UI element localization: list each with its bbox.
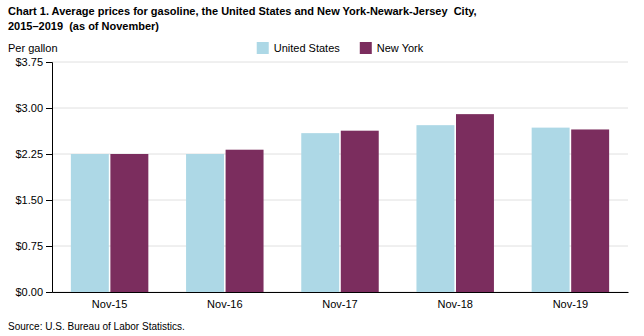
- bar: [186, 154, 224, 292]
- y-tick-mark: [46, 108, 52, 109]
- grid-line: [52, 108, 628, 109]
- bar: [341, 131, 379, 292]
- bar: [110, 154, 148, 292]
- y-axis-line: [46, 63, 53, 293]
- bar-series: [110, 114, 609, 292]
- x-tick: Nov-19: [553, 298, 588, 310]
- bar: [416, 125, 454, 292]
- y-tick-label: $1.50: [15, 194, 43, 206]
- y-tick-label: $3.00: [15, 102, 43, 114]
- grid: [52, 62, 628, 292]
- bar: [71, 154, 109, 292]
- x-tick-label: Nov-18: [437, 298, 472, 310]
- y-tick-mark: [46, 200, 52, 201]
- x-axis: Nov-15 Nov-16 Nov-17 Nov-18 Nov-19: [53, 293, 629, 310]
- bar: [571, 129, 609, 292]
- source: Source: U.S. Bureau of Labor Statistics.: [8, 321, 185, 332]
- y-tick: $3.75: [15, 56, 52, 68]
- bar-series: [71, 125, 570, 292]
- y-tick: $0.00: [15, 286, 52, 298]
- chart: Chart 1. Average prices for gasoline, th…: [0, 0, 644, 336]
- x-tick: Nov-17: [322, 298, 357, 310]
- y-axis-label: Per gallon: [8, 42, 58, 54]
- y-tick: $1.50: [15, 194, 52, 206]
- bar: [456, 114, 494, 292]
- x-axis-line: [53, 292, 629, 293]
- bar: [532, 128, 570, 292]
- legend-swatch: [360, 42, 372, 54]
- y-tick-mark: [46, 246, 52, 247]
- y-tick-mark: [46, 62, 52, 63]
- x-tick: Nov-18: [437, 298, 472, 310]
- y-tick-label: $0.00: [15, 286, 43, 298]
- bar: [226, 150, 264, 292]
- title: Chart 1. Average prices for gasoline, th…: [8, 5, 477, 17]
- y-axis: $0.00 $0.75 $1.50 $2.25 $3.00 $3.75: [15, 56, 52, 298]
- y-tick-label: $0.75: [15, 240, 43, 252]
- y-tick-mark: [46, 154, 52, 155]
- x-tick-label: Nov-17: [322, 298, 357, 310]
- plot: $0.00$0.75$1.50$2.25$3.00$3.75Nov-15Nov-…: [15, 56, 628, 310]
- x-tick-label: Nov-15: [92, 298, 127, 310]
- y-tick: $3.00: [15, 102, 52, 114]
- legend-label: United States: [274, 42, 341, 54]
- legend-item: New York: [360, 42, 424, 54]
- y-tick-label: $2.25: [15, 148, 43, 160]
- grid-line: [52, 62, 628, 63]
- y-tick-label: $3.75: [15, 56, 43, 68]
- x-tick-label: Nov-19: [553, 298, 588, 310]
- y-tick-mark: [46, 292, 52, 293]
- subtitle: 2015–2019 (as of November): [8, 20, 159, 32]
- x-tick: Nov-15: [92, 298, 127, 310]
- bar: [301, 133, 339, 292]
- legend-item: United States: [257, 42, 341, 54]
- y-tick: $0.75: [15, 240, 52, 252]
- legend: United States New York: [257, 42, 424, 54]
- y-tick: $2.25: [15, 148, 52, 160]
- bars: [71, 114, 609, 292]
- x-tick: Nov-16: [207, 298, 242, 310]
- legend-label: New York: [377, 42, 424, 54]
- x-tick-label: Nov-16: [207, 298, 242, 310]
- legend-swatch: [257, 42, 269, 54]
